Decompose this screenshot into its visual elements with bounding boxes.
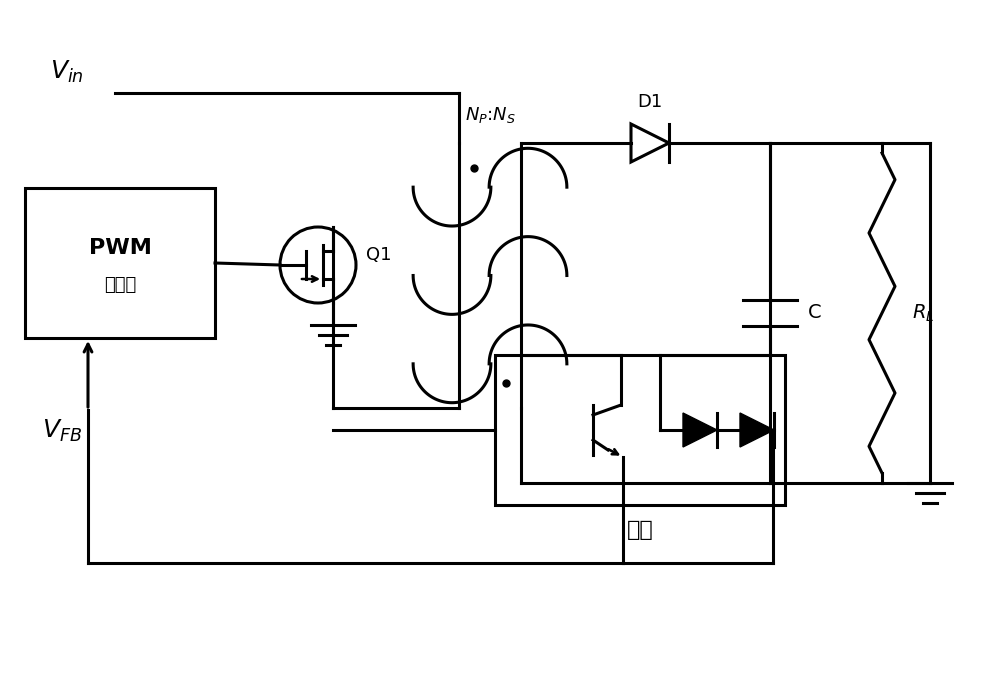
Polygon shape bbox=[740, 413, 774, 447]
Text: $V_{FB}$: $V_{FB}$ bbox=[42, 418, 82, 444]
Text: $V_{in}$: $V_{in}$ bbox=[50, 59, 84, 85]
Text: C: C bbox=[808, 304, 822, 322]
Polygon shape bbox=[683, 413, 717, 447]
Text: PWM: PWM bbox=[89, 238, 151, 258]
Text: $R_L$: $R_L$ bbox=[912, 302, 934, 324]
Text: $N_P$:$N_S$: $N_P$:$N_S$ bbox=[465, 105, 515, 125]
Text: Q1: Q1 bbox=[366, 246, 392, 264]
Text: 控制器: 控制器 bbox=[104, 276, 136, 294]
Text: 光耦: 光耦 bbox=[627, 520, 653, 540]
Bar bbox=[495, 355, 785, 505]
Bar bbox=[25, 188, 215, 338]
Text: D1: D1 bbox=[637, 93, 663, 111]
